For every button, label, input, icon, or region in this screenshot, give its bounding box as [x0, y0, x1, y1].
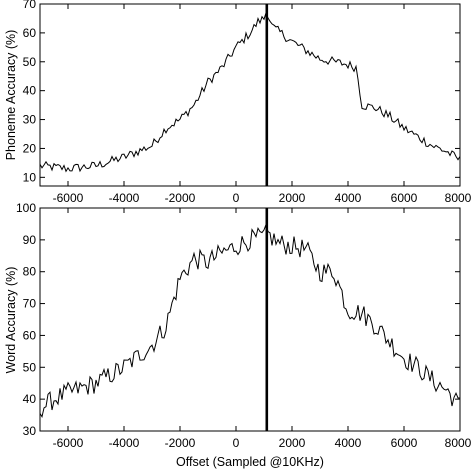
y-tick-label: 30	[23, 113, 37, 127]
y-tick-label: 70	[23, 297, 37, 311]
y-tick-label: 40	[23, 84, 37, 98]
y-tick-label: 80	[23, 265, 37, 279]
x-tick-label: 6000	[391, 191, 418, 205]
y-tick-label: 50	[23, 55, 37, 69]
tick-marks	[40, 3, 461, 186]
x-tick-label: -6000	[53, 191, 84, 205]
y-tick-label: 100	[16, 201, 36, 215]
y-axis-label: Phoneme Accuracy (%)	[4, 30, 18, 161]
phoneme-accuracy-plot: -6000 -4000 -2000 0 2000 4000 6000 8000 10 20 30 4…	[4, 0, 472, 205]
plot-frame	[39, 3, 461, 187]
x-tick-label: -2000	[165, 436, 196, 450]
x-tick-label: 6000	[391, 436, 418, 450]
y-axis-label: Word Accuracy (%)	[4, 267, 18, 374]
y-tick-label: 20	[23, 141, 37, 155]
y-tick-label: 40	[23, 392, 37, 406]
x-tick-label: -4000	[109, 436, 140, 450]
x-tick-label: 2000	[279, 436, 306, 450]
y-tick-labels: 30 40 50 60 70 80 90 100	[16, 201, 36, 438]
x-tick-labels: -6000 -4000 -2000 0 2000 4000 6000 8000	[53, 436, 472, 450]
x-tick-label: 8000	[445, 436, 472, 450]
x-axis-label: Offset (Sampled @10KHz)	[176, 455, 324, 469]
y-tick-label: 60	[23, 26, 37, 40]
y-tick-label: 70	[23, 0, 37, 11]
y-tick-label: 10	[23, 170, 37, 184]
data-series-line	[39, 223, 460, 419]
data-series-line	[39, 11, 461, 173]
y-tick-label: 50	[23, 360, 37, 374]
x-tick-label: 8000	[445, 191, 472, 205]
x-tick-label: 2000	[279, 191, 306, 205]
y-tick-label: 60	[23, 328, 37, 342]
x-tick-label: -4000	[109, 191, 140, 205]
x-tick-label: -6000	[53, 436, 84, 450]
word-accuracy-plot: -6000 -4000 -2000 0 2000 4000 6000 8000 30 40 50 6…	[4, 201, 472, 469]
x-tick-label: -2000	[165, 191, 196, 205]
plot-frame	[39, 207, 461, 432]
x-tick-labels: -6000 -4000 -2000 0 2000 4000 6000 8000	[53, 191, 472, 205]
x-tick-label: 0	[233, 436, 240, 450]
y-tick-labels: 10 20 30 40 50 60 70	[23, 0, 37, 184]
x-tick-label: 0	[233, 191, 240, 205]
y-tick-label: 90	[23, 233, 37, 247]
x-tick-label: 4000	[335, 191, 362, 205]
x-tick-label: 4000	[335, 436, 362, 450]
y-tick-label: 30	[23, 424, 37, 438]
tick-marks	[40, 207, 461, 432]
